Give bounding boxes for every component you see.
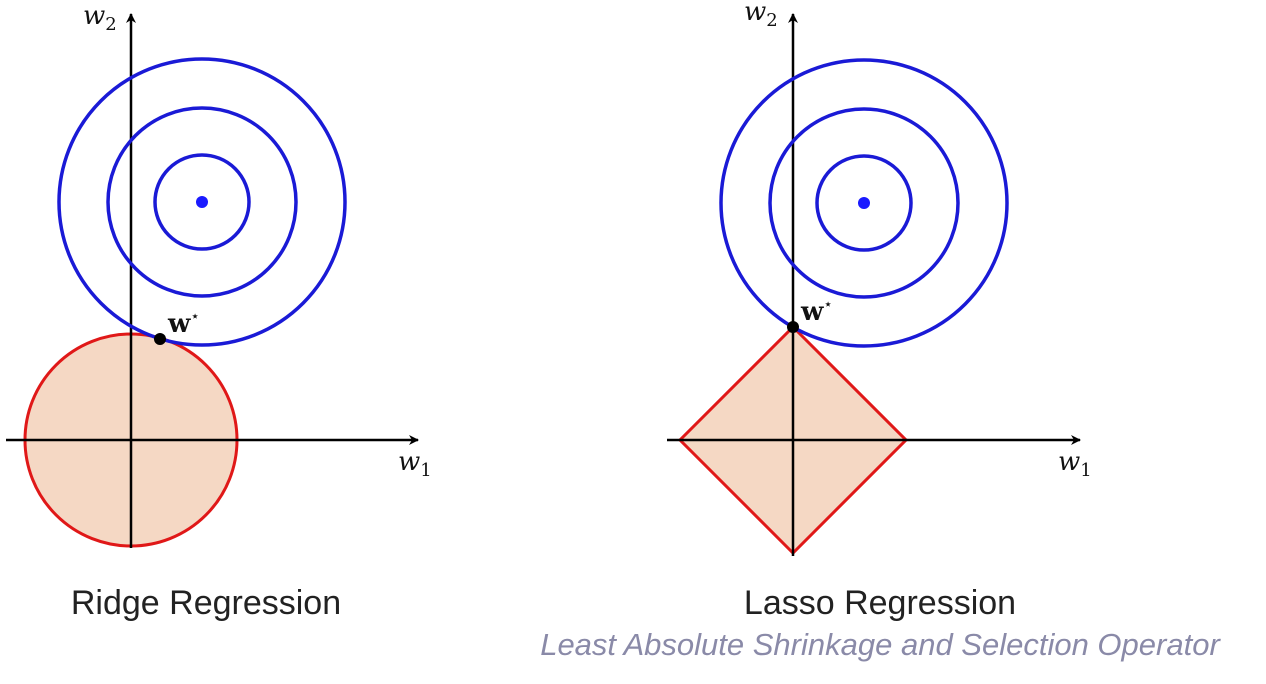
lasso-y-axis-label: w2 (744, 0, 778, 31)
lasso-contour-inner (815, 154, 913, 252)
lasso-solution-label: w⋆ (800, 295, 833, 327)
lasso-x-axis-label: w1 (1058, 447, 1092, 481)
ridge-title: Ridge Regression (71, 584, 341, 622)
ridge-contour-outer (57, 57, 347, 347)
ridge-panel: w⋆ w2 w1 Ridge Regression (6, 1, 432, 622)
ridge-y-axis-label: w2 (83, 1, 117, 35)
lasso-unconstrained-optimum (858, 197, 870, 209)
lasso-contour-outer (719, 58, 1009, 348)
ridge-contour-middle (106, 106, 298, 298)
ridge-solution-label: w⋆ (167, 307, 200, 339)
lasso-title: Lasso Regression (744, 584, 1016, 622)
lasso-contour-middle (768, 107, 960, 299)
lasso-solution-point (787, 321, 799, 333)
ridge-solution-point (154, 333, 166, 345)
ridge-unconstrained-optimum (196, 196, 208, 208)
lasso-loss-contours (719, 58, 1009, 348)
ridge-x-axis-label: w1 (398, 447, 432, 481)
ridge-loss-contours (57, 57, 347, 347)
ridge-contour-inner (153, 153, 251, 251)
lasso-panel: w⋆ w2 w1 Lasso Regression Least Absolute… (540, 0, 1221, 662)
lasso-subtitle: Least Absolute Shrinkage and Selection O… (540, 627, 1221, 662)
